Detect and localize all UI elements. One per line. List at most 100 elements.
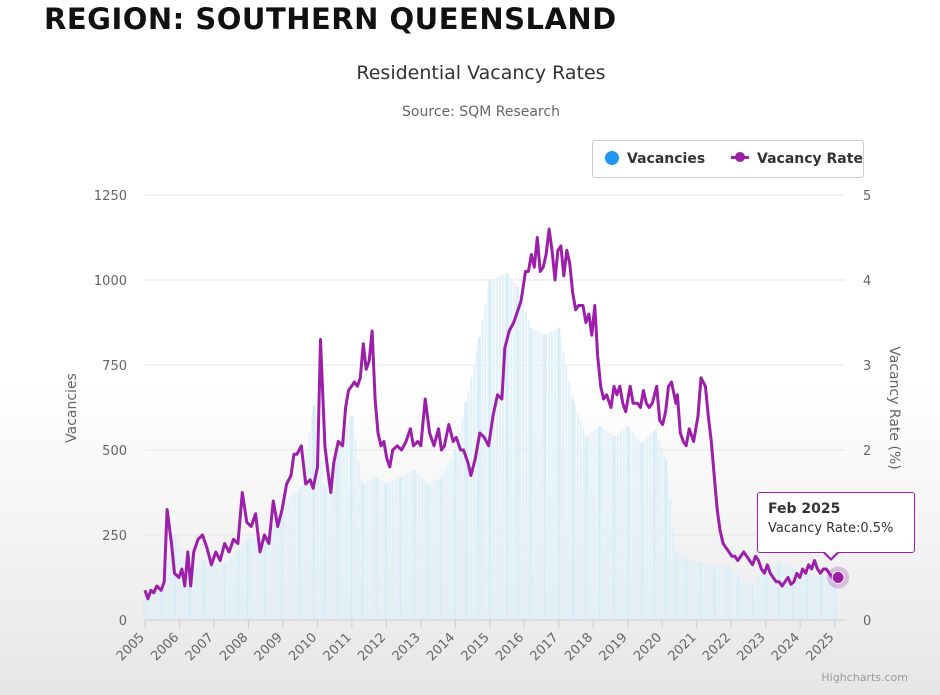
x-tick-label: 2008 bbox=[217, 630, 251, 664]
vacancies-series bbox=[143, 273, 837, 620]
vacancies-bar bbox=[692, 560, 695, 620]
vacancies-bar bbox=[614, 435, 617, 620]
vacancies-bar bbox=[273, 518, 276, 620]
vacancies-bar bbox=[444, 470, 447, 620]
x-tick-label: 2024 bbox=[769, 630, 803, 664]
x-tick-label: 2007 bbox=[183, 630, 217, 664]
vacancies-bar bbox=[689, 559, 692, 620]
vacancies-bar bbox=[488, 280, 492, 620]
vacancies-bar bbox=[744, 580, 747, 620]
vacancies-bar bbox=[721, 565, 724, 620]
vacancies-bar bbox=[669, 500, 672, 620]
vacancies-bar bbox=[790, 568, 793, 620]
vacancies-bar bbox=[317, 438, 320, 620]
vacancies-bar bbox=[758, 575, 761, 620]
tooltip-arrow-inner bbox=[824, 551, 838, 558]
vacancies-bar bbox=[796, 569, 799, 620]
x-tick-label: 2011 bbox=[321, 630, 355, 664]
vacancies-bar bbox=[510, 278, 513, 620]
x-tick-label: 2005 bbox=[114, 630, 148, 664]
vacancies-bar bbox=[819, 575, 822, 620]
vacancies-bar bbox=[801, 571, 804, 620]
vacancies-bar bbox=[761, 572, 764, 620]
vacancies-bar bbox=[169, 550, 172, 620]
vacancies-bar bbox=[262, 538, 265, 620]
vacancies-bar bbox=[146, 593, 149, 620]
vacancies-bar bbox=[625, 426, 628, 620]
vacancies-bar bbox=[432, 481, 435, 620]
vacancies-bar bbox=[498, 276, 501, 620]
vacancies-bar bbox=[340, 437, 343, 620]
vacancies-bar bbox=[749, 583, 752, 620]
vacancies-bar bbox=[599, 426, 602, 620]
vacancies-bar bbox=[475, 350, 478, 620]
vacancies-bar bbox=[395, 479, 398, 620]
vacancies-bar bbox=[268, 531, 271, 620]
vacancies-bar bbox=[455, 444, 458, 620]
vacancies-bar bbox=[354, 440, 357, 620]
vacancies-bar bbox=[767, 567, 770, 620]
vacancies-bar bbox=[282, 500, 285, 620]
y2-tick-label: 4 bbox=[863, 274, 871, 289]
vacancies-bar bbox=[605, 431, 608, 620]
vacancies-bar bbox=[470, 377, 473, 620]
vacancies-bar bbox=[654, 430, 657, 620]
vacancies-bar bbox=[490, 279, 493, 620]
vacancies-bar bbox=[184, 561, 187, 620]
vacancies-bar bbox=[539, 332, 542, 620]
vacancies-bar bbox=[602, 428, 605, 620]
vacancies-bar bbox=[360, 478, 363, 620]
vacancies-bar bbox=[441, 475, 444, 620]
vacancies-bar bbox=[331, 460, 334, 620]
x-tick-label: 2013 bbox=[390, 630, 424, 664]
vacancies-bar bbox=[279, 506, 282, 620]
vacancies-bar bbox=[175, 540, 178, 620]
vacancies-bar bbox=[562, 351, 565, 620]
vacancies-bar bbox=[784, 565, 787, 620]
vacancies-bar bbox=[409, 472, 412, 620]
vacancies-bar bbox=[527, 320, 530, 620]
vacancies-bar bbox=[452, 453, 455, 620]
vacancies-bar bbox=[664, 460, 668, 620]
vacancies-bar bbox=[493, 278, 496, 620]
vacancies-bar bbox=[190, 571, 193, 620]
vacancies-bar bbox=[311, 415, 314, 620]
vacancies-bar bbox=[222, 563, 226, 620]
vacancies-bar bbox=[230, 557, 233, 620]
vacancies-bar bbox=[374, 477, 377, 620]
vacancies-bar bbox=[438, 478, 441, 620]
vacancies-bar bbox=[536, 330, 539, 620]
vacancies-bar bbox=[597, 427, 600, 620]
y-tick-label: 0 bbox=[119, 614, 127, 629]
vacancies-bar bbox=[380, 480, 383, 620]
legend-item-vacancy-rate[interactable]: Vacancy Rate bbox=[731, 151, 863, 167]
vacancies-bar bbox=[507, 275, 510, 620]
vacancies-bar bbox=[545, 333, 548, 620]
vacancies-bar bbox=[585, 436, 588, 620]
vacancies-bar bbox=[770, 566, 773, 620]
vacancies-bar bbox=[752, 582, 755, 620]
chart-subtitle: Source: SQM Research bbox=[402, 104, 560, 120]
vacancies-bar bbox=[458, 430, 461, 620]
vacancies-bar bbox=[305, 451, 308, 620]
vacancies-bar bbox=[421, 478, 424, 620]
vacancies-bar bbox=[149, 592, 152, 620]
legend-item-vacancies[interactable]: Vacancies bbox=[605, 151, 705, 167]
highcharts-credit[interactable]: Highcharts.com bbox=[821, 671, 908, 684]
vacancies-bar bbox=[628, 428, 631, 620]
vacancies-bar bbox=[216, 562, 219, 620]
x-tick-label: 2016 bbox=[493, 630, 527, 664]
vacancies-bar bbox=[369, 480, 372, 620]
vacancies-bar bbox=[397, 477, 400, 620]
vacancies-bar bbox=[712, 565, 715, 620]
vacancies-bar bbox=[778, 562, 781, 620]
vacancies-bar bbox=[706, 564, 709, 620]
vacancies-bar bbox=[559, 336, 562, 620]
vacancies-bar bbox=[155, 591, 158, 620]
vacancies-bar bbox=[557, 327, 561, 620]
y-tick-label: 500 bbox=[102, 444, 127, 459]
vacancies-bar bbox=[312, 405, 316, 620]
vacancies-bar bbox=[415, 472, 418, 620]
legend-vacancies-label: Vacancies bbox=[627, 151, 706, 167]
